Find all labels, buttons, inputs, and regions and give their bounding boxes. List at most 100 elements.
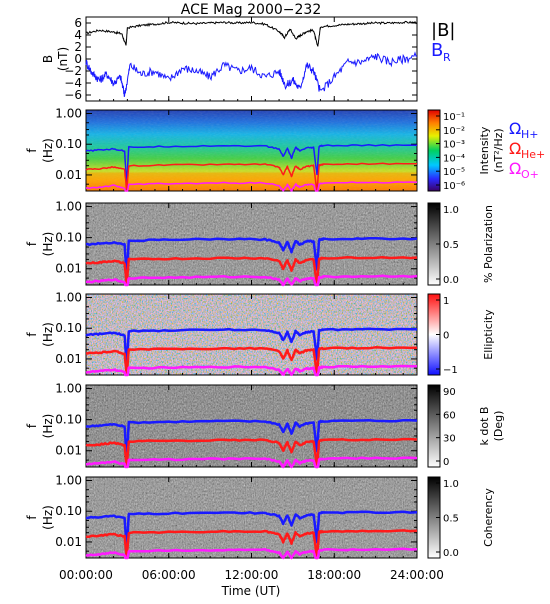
coherency-gyrofrequency-he <box>85 529 418 560</box>
kdotb-gyrofrequency-h <box>85 418 418 462</box>
intensity-colorbar-tick-label: 10⁻² <box>443 126 465 137</box>
gyro-legend-h: Ω <box>509 119 521 138</box>
polarization-spectrogram-texture <box>86 203 417 285</box>
intensity-colorbar-tick-label: 10⁻⁵ <box>443 167 465 178</box>
polarization-colorbar-tick-label: 0.5 <box>443 240 459 251</box>
gyro-legend-he-subscript: He+ <box>521 148 545 161</box>
kdotb-spectrogram-texture <box>86 385 417 467</box>
polarization-colorbar-tick-label: 0.0 <box>443 275 459 286</box>
field-y-tick-label: −6 <box>64 88 82 102</box>
coherency-spectrogram-texture <box>86 477 417 558</box>
kdotb-colorbar-tick-label: 90 <box>443 387 456 398</box>
ellipticity-colorbar-tick-label: 1 <box>443 296 449 307</box>
polarization-y-unit: (Hz) <box>41 232 55 257</box>
field-y-tick-label: −2 <box>64 64 82 78</box>
intensity-colorbar-unit: (nT²/Hz) <box>492 128 505 172</box>
x-axis-label: Time (UT) <box>221 584 281 598</box>
x-tick-label: 18:00:00 <box>307 568 361 582</box>
ellipticity-y-tick-label: 0.01 <box>55 352 82 366</box>
coherency-y-unit: (Hz) <box>41 505 55 530</box>
field-y-tick-label: 6 <box>74 16 82 30</box>
coherency-colorbar-tick-label: 0.0 <box>443 548 459 559</box>
field-series-bmag <box>85 20 418 47</box>
kdotb-colorbar <box>427 384 441 468</box>
field-y-tick-label: 0 <box>74 52 82 66</box>
coherency-colorbar-label: Coherency <box>482 488 495 547</box>
intensity-gyrofrequency-h <box>85 143 418 186</box>
kdotb-colorbar-unit: (Deg) <box>492 411 505 442</box>
field-panel-background <box>86 17 417 101</box>
gyro-legend-h-subscript: H+ <box>521 128 539 141</box>
polarization-y-tick-label: 0.01 <box>55 262 82 276</box>
gyro-legend-o: Ω <box>509 159 521 178</box>
kdotb-y-tick-label: 0.01 <box>55 444 82 458</box>
kdotb-colorbar-label: k dot B <box>478 407 491 446</box>
intensity-y-tick-label: 1.00 <box>55 107 82 121</box>
ellipticity-colorbar-tick-label: −1 <box>443 365 458 376</box>
kdotb-gyrofrequency-he <box>85 437 418 469</box>
polarization-y-tick-label: 1.00 <box>55 200 82 214</box>
polarization-gyrofrequency-h <box>85 236 418 280</box>
intensity-gyrofrequency-he <box>85 162 418 192</box>
coherency-y-label: f <box>25 515 39 520</box>
ellipticity-colorbar-tick-label: 0 <box>443 331 449 342</box>
kdotb-y-label: f <box>25 423 39 428</box>
field-y-tick-label: 4 <box>74 28 82 42</box>
intensity-colorbar <box>427 109 441 192</box>
x-tick-label: 12:00:00 <box>225 568 279 582</box>
kdotb-y-unit: (Hz) <box>41 414 55 439</box>
kdotb-colorbar-tick-label: 0 <box>443 457 449 468</box>
polarization-y-tick-label: 0.10 <box>55 231 82 245</box>
intensity-y-unit: (Hz) <box>41 138 55 163</box>
polarization-gyrofrequency-o <box>85 274 418 287</box>
gyro-legend-o-subscript: O+ <box>521 168 539 181</box>
field-legend-subscript: R <box>443 51 451 64</box>
ellipticity-gyrofrequency-he <box>86 346 418 377</box>
polarization-colorbar-label: % Polarization <box>482 205 495 283</box>
field-y-tick-label: 2 <box>74 40 82 54</box>
intensity-y-label: f <box>25 148 39 153</box>
intensity-colorbar-tick-label: 10⁻⁶ <box>443 181 465 192</box>
x-tick-label: 06:00:00 <box>142 568 196 582</box>
field-legend-br: B <box>431 40 443 61</box>
field-y-label: B <box>41 55 55 63</box>
intensity-gyrofrequency-o <box>85 181 418 192</box>
kdotb-gyrofrequency-o <box>86 456 418 469</box>
coherency-gyrofrequency-h <box>85 510 418 553</box>
ellipticity-gyrofrequency-o <box>85 364 418 377</box>
intensity-colorbar-tick-label: 10⁻⁴ <box>443 153 465 164</box>
kdotb-y-tick-label: 1.00 <box>55 382 82 396</box>
ellipticity-y-unit: (Hz) <box>41 322 55 347</box>
figure-title: ACE Mag 2000−232 <box>181 2 321 18</box>
ellipticity-y-tick-label: 0.10 <box>55 321 82 335</box>
kdotb-y-tick-label: 0.10 <box>55 413 82 427</box>
polarization-y-label: f <box>25 241 39 246</box>
intensity-spectrogram-texture <box>86 110 417 191</box>
intensity-y-tick-label: 0.10 <box>55 137 82 151</box>
x-tick-label: 00:00:00 <box>59 568 113 582</box>
coherency-y-tick-label: 1.00 <box>55 474 82 488</box>
x-tick-label: 24:00:00 <box>390 568 444 582</box>
intensity-colorbar-label: Intensity <box>478 126 491 174</box>
kdotb-colorbar-tick-label: 60 <box>443 410 456 421</box>
coherency-colorbar-tick-label: 0.5 <box>443 514 459 525</box>
ellipticity-y-label: f <box>25 332 39 337</box>
ellipticity-gyrofrequency-h <box>85 327 418 370</box>
intensity-colorbar-tick-label: 10⁻¹ <box>443 112 465 123</box>
kdotb-colorbar-tick-label: 30 <box>443 434 456 445</box>
intensity-y-tick-label: 0.01 <box>55 168 82 182</box>
field-legend-bmag: |B| <box>431 20 455 41</box>
coherency-gyrofrequency-o <box>85 547 418 560</box>
field-y-tick-label: −4 <box>64 76 82 90</box>
gyro-legend-he: Ω <box>509 139 521 158</box>
coherency-y-tick-label: 0.10 <box>55 504 82 518</box>
ellipticity-colorbar-label: Ellipticity <box>482 309 495 360</box>
field-y-unit: (nT) <box>56 47 70 71</box>
ellipticity-y-tick-label: 1.00 <box>55 291 82 305</box>
coherency-y-tick-label: 0.01 <box>55 535 82 549</box>
coherency-colorbar-tick-label: 1.0 <box>443 479 459 490</box>
intensity-colorbar-tick-label: 10⁻³ <box>443 140 465 151</box>
polarization-colorbar-tick-label: 1.0 <box>443 205 459 216</box>
